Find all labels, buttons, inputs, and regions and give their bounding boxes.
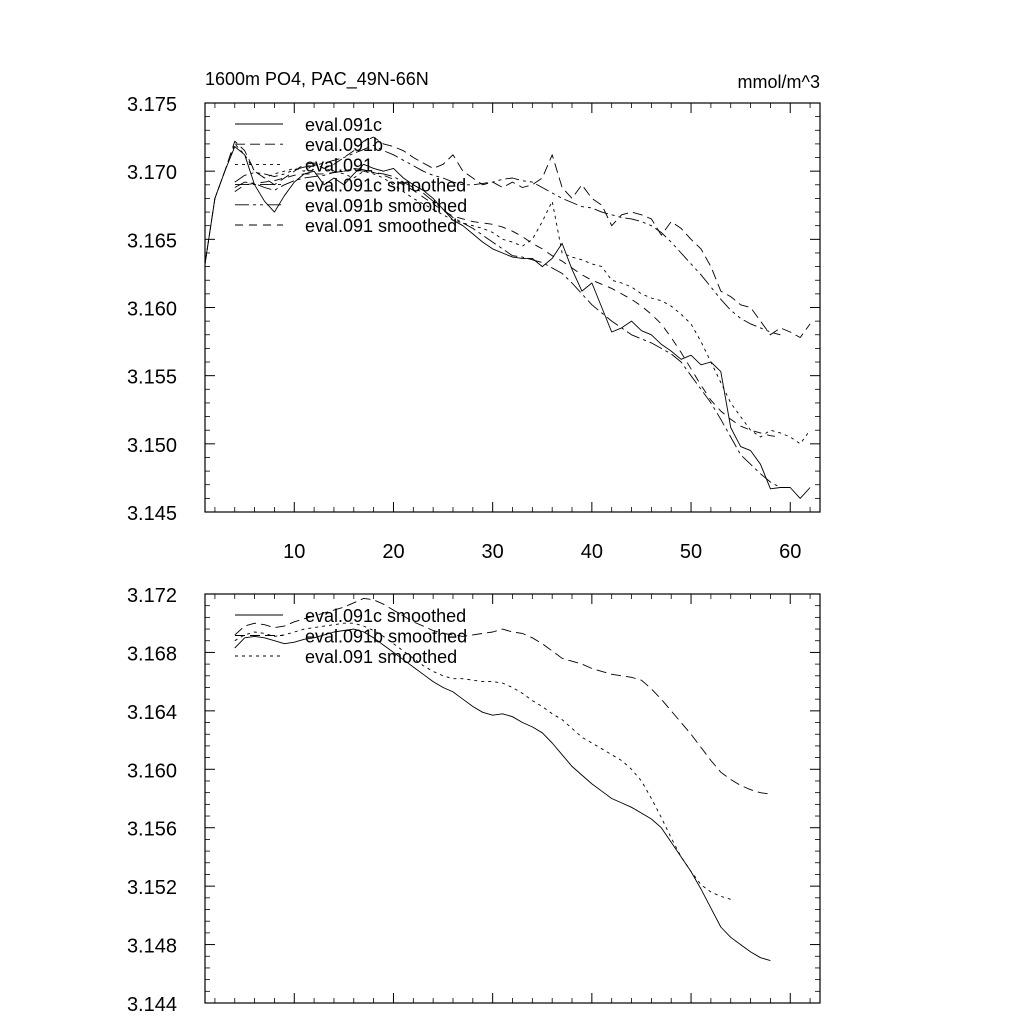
- y-tick-label: 3.160: [127, 760, 177, 782]
- y-tick-label: 3.165: [127, 230, 177, 252]
- y-tick-label: 3.155: [127, 367, 177, 389]
- y-tick-label: 3.156: [127, 819, 177, 841]
- y-tick-label: 3.160: [127, 299, 177, 321]
- units-label: mmol/m^3: [738, 72, 820, 92]
- y-tick-label: 3.144: [127, 994, 177, 1016]
- series-line-eval-091b: [204, 136, 811, 338]
- series-line-eval-091c-smoothed: [234, 628, 771, 962]
- series-line-eval-091-smoothed: [234, 169, 781, 438]
- y-tick-label: 3.164: [127, 702, 177, 724]
- legend-label-eval-091b: eval.091b: [305, 135, 383, 155]
- series-line-eval-091b-smoothed: [234, 597, 771, 795]
- series-line-eval-091b-smoothed: [234, 144, 781, 336]
- legend-label-eval-091c: eval.091c: [305, 115, 382, 135]
- y-tick-label: 3.145: [127, 503, 177, 525]
- chart-title: 1600m PO4, PAC_49N-66N: [205, 69, 429, 90]
- series-line-eval-091c: [204, 146, 811, 499]
- series-line-eval-091c-smoothed: [234, 167, 781, 488]
- x-tick-label: 10: [283, 541, 305, 563]
- y-tick-label: 3.152: [127, 877, 177, 899]
- bottom-panel: 3.144 3.148 3.152 3.156 3.160 3.164 3.168 3.172…: [127, 585, 821, 1016]
- legend-label-eval-091-smoothed: eval.091 smoothed: [305, 216, 457, 236]
- legend-label-eval-091b-smoothed: eval.091b smoothed: [305, 627, 467, 647]
- legend-label-eval-091b-smoothed: eval.091b smoothed: [305, 196, 467, 216]
- x-tick-label: 50: [680, 541, 702, 563]
- y-tick-label: 3.172: [127, 585, 177, 607]
- y-tick-label: 3.150: [127, 435, 177, 457]
- y-tick-label: 3.170: [127, 162, 177, 184]
- series-line-eval-091: [204, 143, 811, 445]
- legend-label-eval-091: eval.091: [305, 155, 373, 175]
- plot-frame: [204, 593, 821, 1004]
- x-tick-label: 60: [779, 541, 801, 563]
- y-tick-label: 3.148: [127, 936, 177, 958]
- top-panel: 3.145 3.150 3.155 3.160 3.165 3.170 3.175 10 20 3…: [127, 69, 821, 563]
- series-line-eval-091-smoothed: [234, 622, 731, 900]
- x-tick-label: 20: [382, 541, 404, 563]
- x-tick-label: 30: [482, 541, 504, 563]
- legend-label-eval-091c-smoothed: eval.091c smoothed: [305, 606, 466, 626]
- legend-label-eval-091c-smoothed: eval.091c smoothed: [305, 176, 466, 196]
- legend-label-eval-091-smoothed: eval.091 smoothed: [305, 647, 457, 667]
- x-tick-label: 40: [581, 541, 603, 563]
- y-tick-label: 3.175: [127, 94, 177, 116]
- y-tick-label: 3.168: [127, 643, 177, 665]
